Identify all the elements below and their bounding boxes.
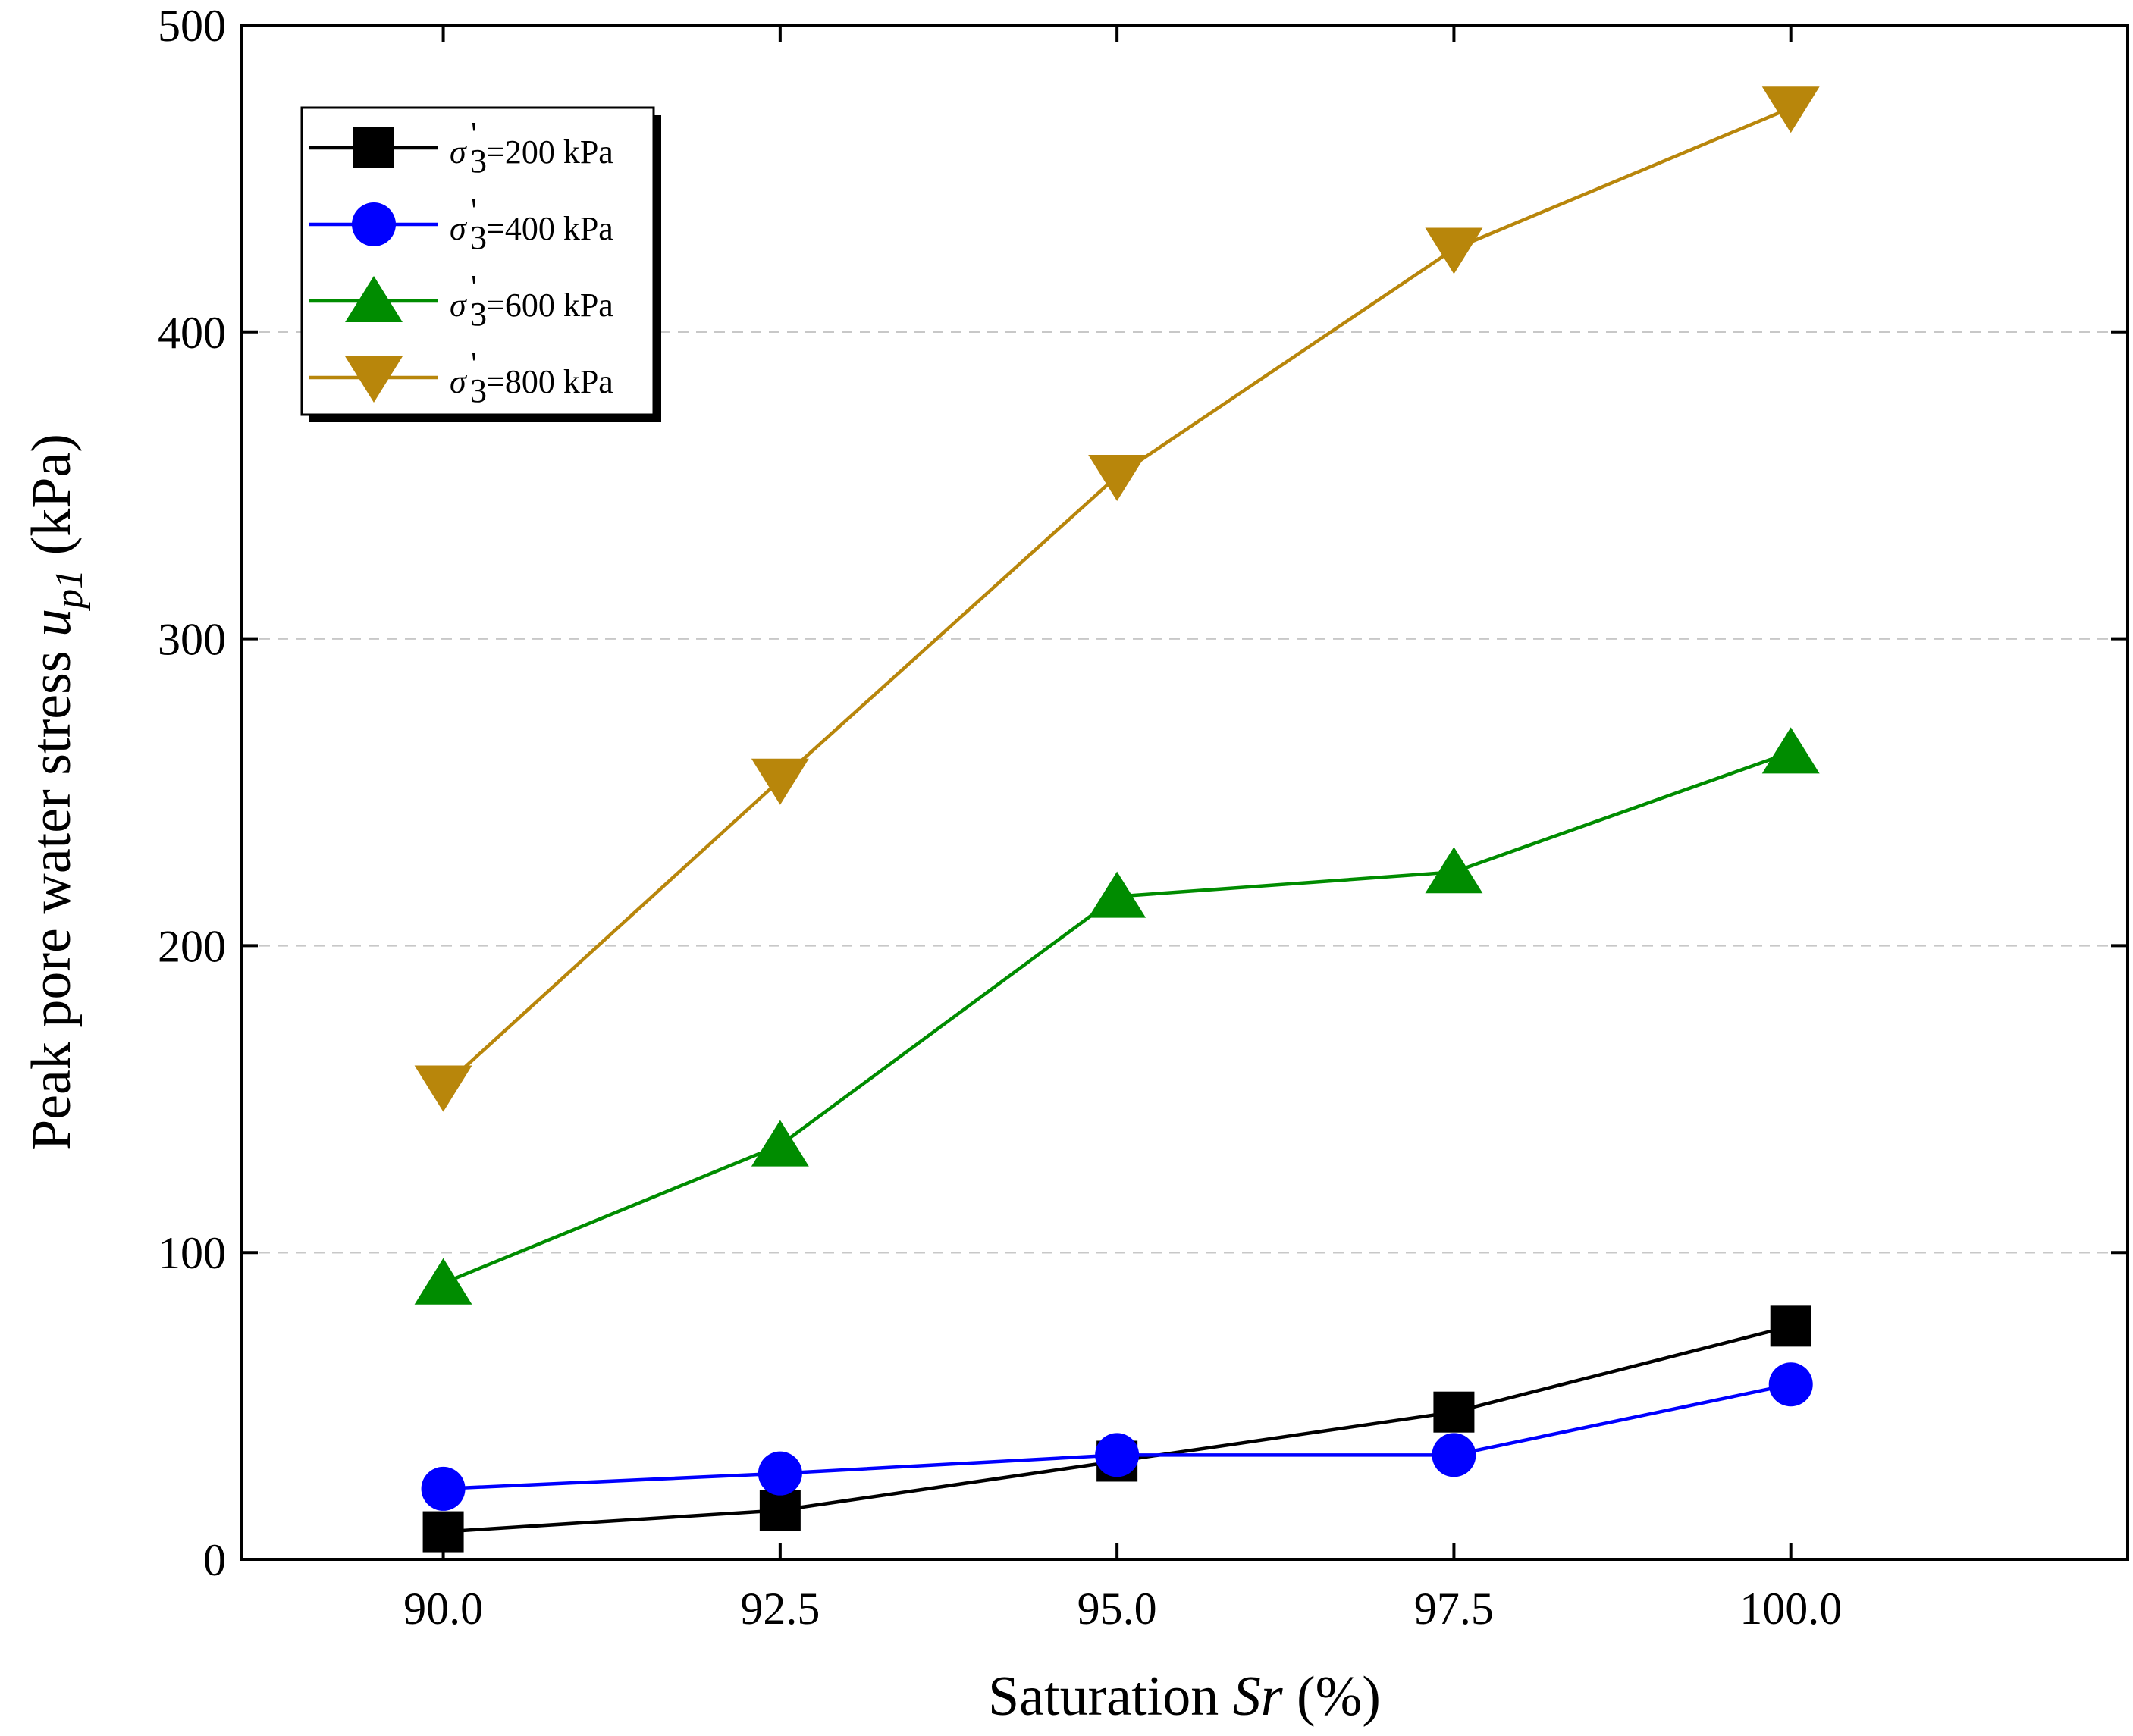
x-axis-title-suffix: (%) [1283,1665,1381,1728]
series-0-point-3 [1433,1391,1475,1433]
y-axis-title-var: u [20,609,83,637]
series-layer [414,86,1820,1553]
series-3-point-3 [1425,227,1483,274]
legend-sub-0: 3 [470,143,487,180]
legend-marker-3 [345,356,403,403]
series-3-point-2 [1088,455,1146,502]
legend-prime-1: ' [471,192,477,229]
legend-sub-1: 3 [470,219,487,256]
series-3-point-0 [414,1065,472,1112]
legend-label-1: =400 kPa [486,210,613,247]
series-2-point-0 [414,1258,472,1305]
series-2-point-4 [1761,727,1820,774]
y-tick-label-0: 0 [203,1535,226,1585]
x-tick-label-2: 95.0 [1077,1584,1157,1634]
legend-prime-0: ' [471,115,477,152]
legend-item-3: σ 3' =800 kPa [309,345,613,409]
legend-item-1: σ 3' =400 kPa [309,192,613,256]
x-axis-title-prefix: Saturation [988,1665,1233,1728]
series-3 [414,86,1820,1112]
legend-sigma-2: σ [450,287,468,324]
legend-sub-3: 3 [470,372,487,409]
legend-prime-3: ' [471,345,477,382]
legend-marker-2 [345,276,403,323]
legend-label-0: =200 kPa [486,133,613,171]
legend-label-2: =600 kPa [486,287,613,324]
plot-frame [240,24,2129,1561]
series-0-point-1 [759,1490,801,1531]
ticks: 90.0 92.5 95.0 97.5 100.0 0 100 200 300 400 500 [158,1,2128,1634]
x-tick-label-3: 97.5 [1414,1584,1494,1634]
series-3-point-4 [1761,86,1820,133]
x-axis-title-var: Sr [1233,1665,1284,1728]
series-2-point-1 [751,1120,809,1167]
legend-sigma-3: σ [450,363,468,400]
series-3-point-1 [751,758,809,805]
y-axis-title-prefix: Peak pore water stress [20,637,83,1151]
legend-marker-0 [353,127,394,168]
legend-label-3: =800 kPa [486,363,613,400]
y-axis-title: Peak pore water stress up1 (kPa) [20,434,91,1151]
series-2-point-3 [1425,847,1483,894]
series-2 [414,727,1820,1305]
y-axis-title-suffix: (kPa) [20,434,83,569]
y-tick-label-1: 100 [158,1228,226,1278]
series-0-point-4 [1770,1305,1811,1347]
series-1-point-1 [758,1451,802,1496]
series-1-point-2 [1095,1433,1140,1477]
y-axis-title-sub: p1 [48,569,91,612]
legend-item-2: σ 3' =600 kPa [309,268,613,333]
series-1-point-4 [1768,1362,1813,1407]
legend-sub-2: 3 [470,296,487,333]
y-tick-label-3: 300 [158,615,226,665]
axis-titles: Saturation Sr (%) Peak pore water stress … [20,434,1381,1728]
legend-sigma-1: σ [450,210,468,247]
series-1-point-0 [421,1466,466,1511]
series-1 [421,1362,1813,1511]
y-tick-label-4: 400 [158,308,226,358]
legend-item-0: σ 3' =200 kPa [309,115,613,180]
y-tick-label-5: 500 [158,1,226,51]
x-tick-label-4: 100.0 [1739,1584,1842,1634]
x-tick-label-0: 90.0 [403,1584,483,1634]
x-axis-title: Saturation Sr (%) [988,1665,1381,1728]
legend-marker-1 [352,202,396,246]
x-tick-label-1: 92.5 [740,1584,820,1634]
legend-sigma-0: σ [450,133,468,171]
y-tick-label-2: 200 [158,921,226,971]
series-2-point-2 [1088,871,1146,918]
legend-prime-2: ' [471,268,477,306]
series-1-point-3 [1432,1433,1476,1477]
